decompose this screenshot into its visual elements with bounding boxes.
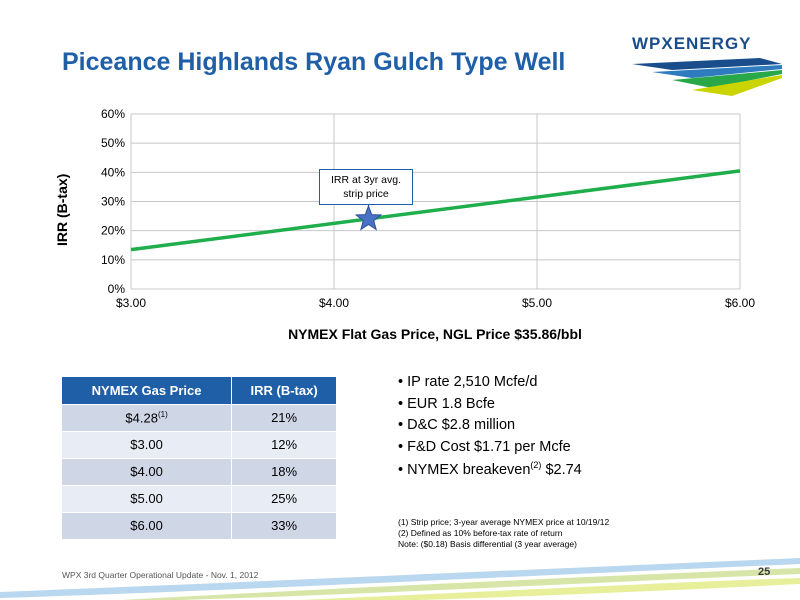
- x-tick-label: $3.00: [116, 296, 146, 310]
- footer-text: WPX 3rd Quarter Operational Update - Nov…: [62, 570, 259, 580]
- wpx-logo: WPXENERGY: [632, 30, 782, 100]
- table-row: $6.00 33%: [62, 511, 337, 539]
- x-tick-label: $6.00: [725, 296, 755, 310]
- x-tick-label: $5.00: [522, 296, 552, 310]
- cell-price: $3.00: [62, 430, 233, 458]
- callout-line-2: strip price: [343, 188, 389, 200]
- footnote-note: Note: ($0.18) Basis differential (3 year…: [398, 539, 577, 549]
- y-tick-label: 30%: [101, 195, 125, 209]
- y-tick-label: 10%: [101, 253, 125, 267]
- footnote-ref: (2): [530, 460, 542, 470]
- slide-title: Piceance Highlands Ryan Gulch Type Well: [62, 48, 566, 76]
- x-axis-label: NYMEX Flat Gas Price, NGL Price $35.86/b…: [288, 326, 582, 342]
- cell-price: $6.00: [62, 511, 233, 539]
- cell-irr: 12%: [231, 430, 337, 458]
- cell-irr: 18%: [231, 457, 337, 485]
- list-item: • IP rate 2,510 Mcfe/d: [398, 374, 538, 390]
- logo-swoosh-icon: [632, 58, 782, 96]
- table-row: $5.00 25%: [62, 484, 337, 512]
- irr-table: NYMEX Gas Price IRR (B-tax) $4.28(1) 21%…: [62, 377, 337, 539]
- table-row: $4.00 18%: [62, 457, 337, 485]
- footer-swoosh-decoration: [0, 558, 800, 600]
- header-gas-price: NYMEX Gas Price: [62, 377, 233, 404]
- x-tick-label: $4.00: [319, 296, 349, 310]
- list-item: • F&D Cost $1.71 per Mcfe: [398, 438, 571, 455]
- cell-price: $5.00: [62, 484, 233, 512]
- y-tick-label: 50%: [101, 136, 125, 150]
- list-item: • NYMEX breakeven(2) $2.74: [398, 460, 582, 478]
- irr-series-line: [130, 169, 741, 252]
- well-stats-list: • IP rate 2,510 Mcfe/d • EUR 1.8 Bcfe • …: [398, 374, 582, 482]
- strip-price-star-marker: [354, 204, 383, 231]
- header-irr: IRR (B-tax): [231, 377, 337, 404]
- cell-irr: 25%: [231, 484, 337, 512]
- logo-text: WPXENERGY: [632, 34, 752, 53]
- page-number: 25: [758, 566, 771, 578]
- footnote-ref: (1): [157, 409, 168, 419]
- table-row: $4.28(1) 21%: [62, 403, 337, 431]
- callout-line-1: IRR at 3yr avg.: [330, 174, 402, 186]
- cell-price: $4.28(1): [62, 403, 233, 431]
- y-axis-label: IRR (B-tax): [54, 173, 70, 246]
- y-tick-label: 0%: [108, 282, 126, 296]
- cell-irr: 33%: [231, 511, 337, 539]
- footnotes: (1) Strip price; 3-year average NYMEX pr…: [398, 517, 609, 550]
- footnote-2: (2) Defined as 10% before-tax rate of re…: [398, 528, 563, 538]
- strip-price-callout: IRR at 3yr avg. strip price: [319, 169, 413, 205]
- footnote-1: (1) Strip price; 3-year average NYMEX pr…: [398, 517, 610, 527]
- list-item: • D&C $2.8 million: [398, 417, 516, 433]
- cell-irr: 21%: [231, 403, 337, 431]
- table-header-row: NYMEX Gas Price IRR (B-tax): [62, 377, 337, 404]
- list-item: • EUR 1.8 Bcfe: [398, 395, 495, 412]
- table-row: $3.00 12%: [62, 430, 337, 458]
- irr-line-chart: 0% 10% 20% 30% 40% 50% 60% $3.00 $4.00 $5.00 $6.00: [101, 107, 755, 310]
- y-tick-label: 20%: [101, 224, 125, 238]
- y-tick-label: 60%: [101, 107, 125, 121]
- cell-price: $4.00: [62, 457, 233, 485]
- y-tick-label: 40%: [101, 165, 125, 179]
